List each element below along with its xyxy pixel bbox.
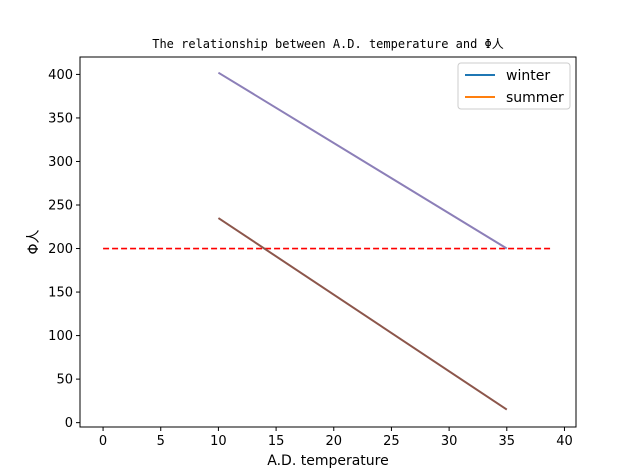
legend-label-winter: winter	[506, 68, 550, 84]
legend-label-summer: summer	[506, 90, 564, 106]
x-tick-label: 5	[157, 434, 165, 449]
plot-content	[103, 71, 553, 411]
series-line-0	[217, 71, 508, 250]
y-tick-label: 200	[48, 242, 73, 257]
y-tick-label: 250	[48, 199, 73, 214]
plot-area	[79, 56, 577, 428]
x-tick-label: 30	[441, 434, 458, 449]
y-tick-label: 0	[65, 416, 73, 431]
x-tick-label: 35	[499, 434, 516, 449]
series-line-1	[217, 217, 508, 411]
chart-title: The relationship between A.D. temperatur…	[152, 37, 504, 51]
y-tick-label: 150	[48, 286, 73, 301]
y-axis-label: Φ人	[26, 229, 42, 254]
y-tick-label: 50	[56, 373, 73, 388]
y-tick-label: 350	[48, 111, 73, 126]
x-axis-ticks: 0 5 10 15 20 25 30 35 40	[99, 427, 573, 449]
x-tick-label: 15	[268, 434, 285, 449]
x-tick-label: 10	[210, 434, 227, 449]
x-tick-label: 25	[383, 434, 400, 449]
y-tick-label: 300	[48, 155, 73, 170]
x-tick-label: 0	[99, 434, 107, 449]
y-tick-label: 400	[48, 68, 73, 83]
x-tick-label: 20	[325, 434, 342, 449]
y-tick-label: 100	[48, 329, 73, 344]
y-axis-ticks: 0 50 100 150 200 250 300 350 400	[48, 68, 80, 431]
x-axis-label: A.D. temperature	[267, 453, 388, 469]
legend: winter summer	[457, 62, 571, 110]
x-tick-label: 40	[556, 434, 573, 449]
